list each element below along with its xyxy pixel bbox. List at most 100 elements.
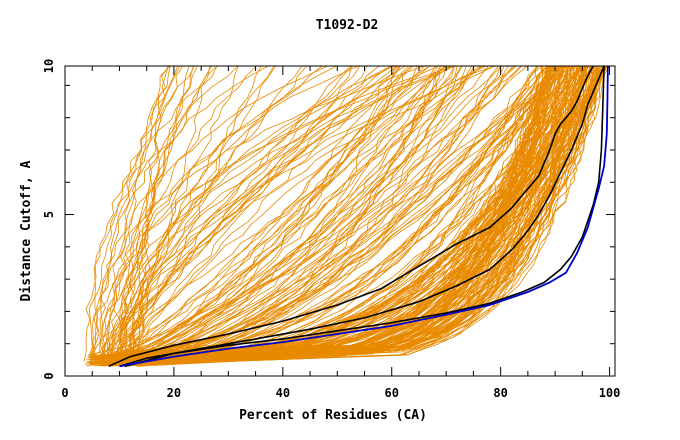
model-curve xyxy=(97,65,505,360)
model-curve xyxy=(88,65,195,362)
model-curve xyxy=(119,65,442,357)
model-curve xyxy=(90,65,528,364)
x-tick-label: 60 xyxy=(385,386,399,400)
model-curve xyxy=(134,65,412,359)
model-curve xyxy=(104,65,361,362)
highlight-line-1 xyxy=(108,65,594,368)
model-curve xyxy=(129,65,556,365)
model-curve xyxy=(104,65,550,367)
model-curve xyxy=(105,65,539,362)
y-axis-label: Distance Cutoff, A xyxy=(19,160,34,301)
model-curve xyxy=(129,65,447,359)
model-curve xyxy=(127,65,580,363)
model-curve xyxy=(136,65,395,357)
model-curve xyxy=(115,65,352,359)
model-curve xyxy=(125,65,571,365)
model-curve xyxy=(113,65,556,358)
model-curve xyxy=(91,65,178,362)
model-curve xyxy=(88,65,171,357)
model-curve xyxy=(103,65,439,366)
y-tick-label: 5 xyxy=(42,211,56,218)
model-curve xyxy=(113,65,568,361)
model-curve xyxy=(123,65,447,363)
model-curve xyxy=(110,65,406,357)
highlight-lines xyxy=(108,65,609,368)
model-curve xyxy=(116,65,539,356)
model-curve xyxy=(126,65,517,366)
model-curve xyxy=(120,65,607,359)
best-model-line xyxy=(119,65,609,368)
model-curve xyxy=(100,65,451,363)
model-curve xyxy=(99,65,328,361)
x-tick-label: 40 xyxy=(276,386,290,400)
model-curve xyxy=(118,65,561,363)
model-curve xyxy=(122,65,446,362)
model-curve xyxy=(97,65,579,364)
model-curve xyxy=(118,65,560,362)
model-curve xyxy=(127,65,495,359)
model-curve xyxy=(88,65,552,363)
model-curve xyxy=(113,65,239,357)
model-curve xyxy=(98,65,441,364)
model-curve xyxy=(91,65,456,362)
x-axis-label: Percent of Residues (CA) xyxy=(239,408,427,423)
model-curve xyxy=(110,65,502,363)
model-curve xyxy=(125,65,455,364)
model-curve xyxy=(83,65,269,362)
model-curve xyxy=(87,65,574,356)
model-curve xyxy=(101,65,212,364)
model-curve xyxy=(92,65,547,366)
model-curve xyxy=(101,65,570,356)
model-curve xyxy=(103,65,561,366)
model-curve xyxy=(103,65,418,364)
model-curve xyxy=(101,65,553,362)
model-curve xyxy=(92,65,424,363)
model-curve xyxy=(136,65,323,366)
model-curve xyxy=(120,65,489,367)
model-curve xyxy=(99,65,276,359)
model-curve xyxy=(106,65,239,363)
model-curve xyxy=(97,65,462,361)
model-curve xyxy=(119,65,308,356)
model-curve xyxy=(134,65,554,356)
model-curve xyxy=(131,65,399,358)
model-curve xyxy=(89,65,578,364)
x-tick-label: 100 xyxy=(599,386,621,400)
model-curve xyxy=(137,65,599,358)
x-tick-label: 0 xyxy=(61,386,68,400)
model-curve xyxy=(113,65,181,363)
model-curve xyxy=(101,65,605,367)
model-curve xyxy=(107,65,607,365)
model-curve xyxy=(118,65,609,365)
chart-title: T1092-D2 xyxy=(316,18,379,33)
model-curve xyxy=(99,65,439,359)
model-curve xyxy=(123,65,262,365)
model-curve xyxy=(126,65,567,362)
model-curve xyxy=(129,65,184,363)
model-curve xyxy=(111,65,401,358)
plot-frame xyxy=(64,65,616,377)
model-curve xyxy=(98,65,544,357)
model-curve xyxy=(92,65,467,364)
model-curve xyxy=(111,65,451,364)
model-curve xyxy=(86,65,593,361)
model-curve xyxy=(117,65,380,356)
y-tick-label: 10 xyxy=(42,59,56,73)
model-curve xyxy=(118,65,523,358)
model-curve xyxy=(110,65,604,360)
model-curve xyxy=(111,65,502,363)
y-tick-label: 0 xyxy=(42,372,56,379)
model-curve xyxy=(122,65,210,367)
model-curve xyxy=(118,65,483,363)
highlight-line-2 xyxy=(119,65,605,368)
model-curve xyxy=(86,65,436,367)
model-curve xyxy=(118,65,359,356)
x-tick-label: 20 xyxy=(167,386,181,400)
x-tick-label: 80 xyxy=(493,386,507,400)
model-curve xyxy=(105,65,456,364)
highlight-line-3 xyxy=(124,65,605,368)
model-curve xyxy=(89,65,368,361)
model-curve xyxy=(110,65,410,360)
model-curve xyxy=(126,65,516,360)
